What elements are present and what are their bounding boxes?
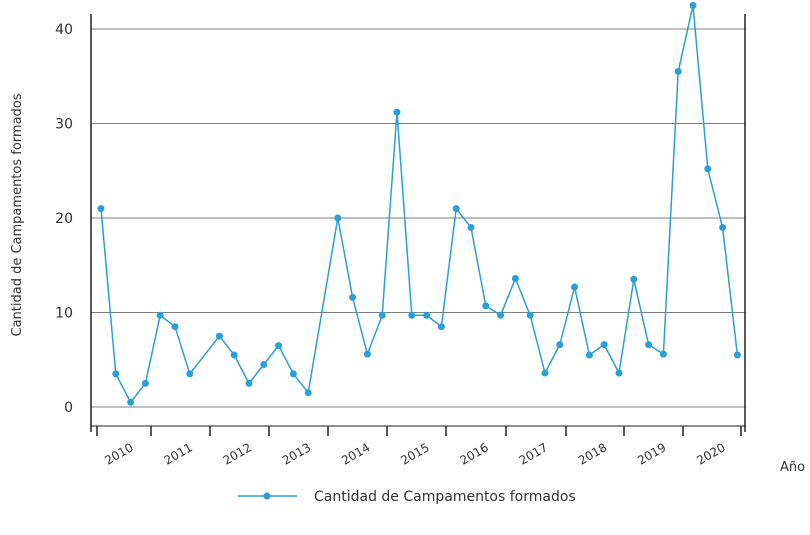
y-axis-ticks: 0 10 20 30 40: [55, 22, 73, 416]
y-tick-label: 40: [55, 22, 73, 38]
data-point: [260, 361, 268, 368]
x-tick-label: 2014: [339, 440, 372, 467]
series-group: [97, 1, 741, 406]
data-point: [733, 351, 741, 359]
y-tick-label: 10: [55, 306, 73, 322]
data-point: [245, 379, 253, 387]
y-tick-label: 0: [64, 400, 73, 416]
x-tick-label: 2018: [576, 440, 609, 467]
data-point: [304, 389, 312, 397]
data-point: [600, 341, 608, 349]
grid-lines: [91, 28, 745, 408]
data-point: [556, 341, 564, 349]
data-point: [482, 302, 490, 310]
data-point: [526, 311, 534, 319]
data-point: [215, 332, 223, 340]
data-point: [289, 370, 297, 378]
data-point: [378, 311, 386, 319]
data-point: [156, 311, 164, 319]
x-axis-ticks: 2010 2011 2012 2013 2014 2015 2016 2017 2018 2019…: [96, 426, 742, 468]
data-point: [127, 398, 135, 406]
data-point: [186, 370, 194, 378]
legend-label: Cantidad de Campamentos formados: [314, 489, 576, 505]
data-point: [541, 369, 549, 377]
data-point: [571, 283, 579, 291]
data-point: [423, 311, 431, 319]
data-point: [112, 370, 120, 378]
data-point: [349, 293, 357, 301]
series-line: [100, 4, 739, 404]
data-point: [230, 351, 238, 359]
data-point: [689, 1, 697, 9]
data-point: [704, 165, 712, 173]
data-point: [615, 369, 623, 377]
data-point: [141, 379, 149, 387]
legend-marker: [263, 492, 271, 500]
y-tick-label: 20: [55, 211, 73, 227]
y-axis-title: Cantidad de Campamentos formados: [10, 93, 25, 336]
data-point: [497, 311, 505, 319]
y-tick-label: 30: [55, 117, 73, 133]
data-point: [363, 350, 371, 358]
x-tick-label: 2010: [102, 440, 135, 467]
data-point: [275, 342, 283, 350]
x-tick-label: 2012: [221, 440, 254, 467]
data-point: [511, 275, 519, 282]
data-point: [585, 351, 593, 359]
data-point: [452, 205, 460, 213]
data-point: [408, 311, 416, 319]
x-tick-label: 2019: [635, 440, 668, 467]
x-tick-label: 2011: [161, 440, 194, 467]
data-point: [719, 224, 727, 231]
x-axis-title: Año: [780, 460, 805, 475]
legend: Cantidad de Campamentos formados: [238, 489, 576, 505]
data-point: [467, 224, 475, 231]
data-point: [171, 323, 179, 331]
data-point: [659, 350, 667, 358]
x-tick-label: 2015: [398, 440, 431, 467]
x-tick-label: 2016: [457, 440, 490, 467]
x-tick-label: 2020: [694, 440, 727, 467]
data-point: [630, 275, 638, 283]
data-point: [674, 68, 682, 75]
data-point: [334, 214, 342, 222]
data-point: [645, 341, 653, 349]
x-tick-label: 2017: [517, 440, 550, 467]
x-tick-label: 2013: [280, 440, 313, 467]
data-point: [437, 323, 445, 331]
data-point: [393, 108, 401, 116]
data-point: [97, 205, 105, 213]
